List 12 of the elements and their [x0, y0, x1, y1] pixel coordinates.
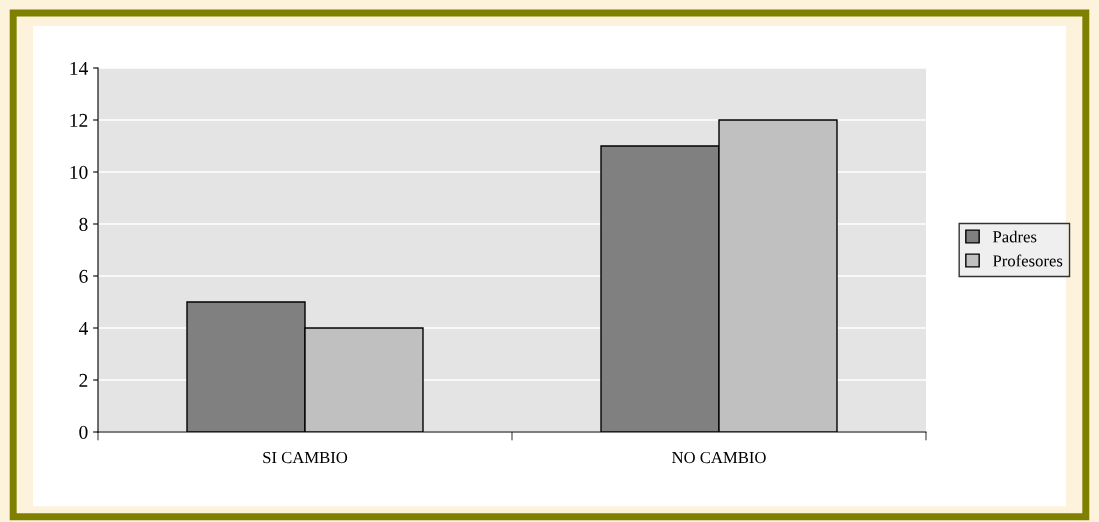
y-tick-label: 6 [79, 269, 88, 283]
y-tick-label: 8 [79, 217, 88, 231]
y-tick-label: 2 [79, 373, 88, 387]
y-tick-label: 10 [70, 165, 88, 179]
x-tick-label: NO CAMBIO [672, 451, 766, 464]
y-tick-label: 12 [70, 113, 88, 127]
y-tick-label: 0 [79, 425, 88, 439]
x-tick-label: SI CAMBIO [263, 451, 348, 464]
y-tick-label: 4 [78, 321, 88, 335]
legend-label: Profesores [992, 254, 1063, 267]
legend-label: Padres [992, 230, 1037, 243]
y-tick-label: 14 [70, 61, 88, 75]
